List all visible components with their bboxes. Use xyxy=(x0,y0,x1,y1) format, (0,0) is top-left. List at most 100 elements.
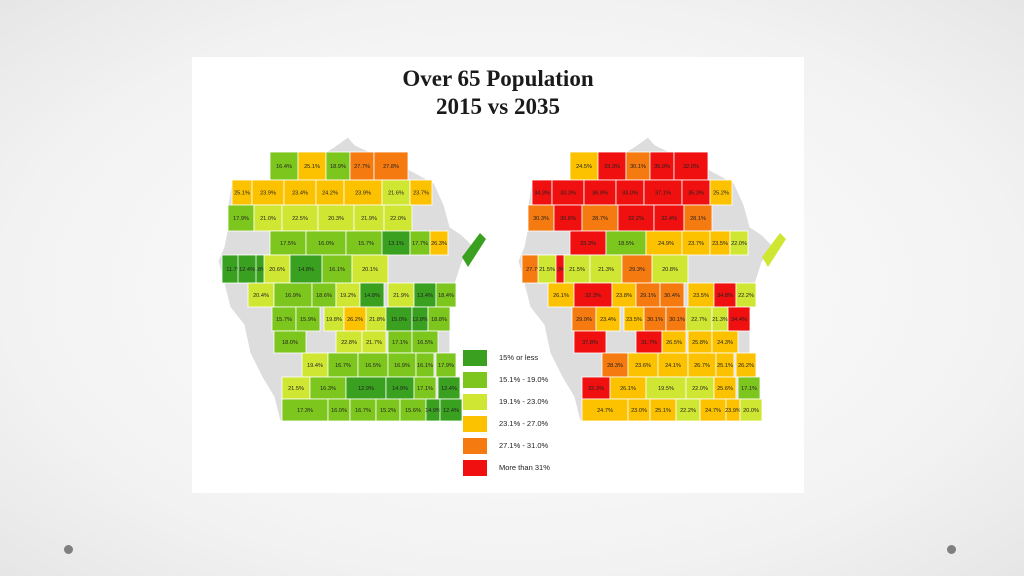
legend-swatch xyxy=(463,350,487,366)
map-2015-county-label: 24.2% xyxy=(322,191,338,197)
map-2035-county-label: 22.2% xyxy=(680,408,696,414)
map-2035-county-label: 24.9% xyxy=(658,241,674,247)
map-2015-county-label: 27.8% xyxy=(383,164,399,170)
map-2035-county-label: 33.3% xyxy=(580,241,596,247)
map-2015-county xyxy=(381,230,411,256)
map-2035-county xyxy=(649,151,675,181)
map-2015-county xyxy=(281,204,319,232)
map-2035-county-label: 25.2% xyxy=(713,191,729,197)
map-2035-county xyxy=(673,151,709,181)
map-2015-county-label: 16.1% xyxy=(329,267,345,273)
map-2035-county-label: 29.3% xyxy=(629,267,645,273)
map-2015-county xyxy=(237,254,257,284)
map-2015-county-label: 16.5% xyxy=(417,340,433,346)
map-2015-county-label: 18.4% xyxy=(438,293,454,299)
map-2035-county xyxy=(621,254,653,284)
map-2035-county-label: 33.3% xyxy=(604,164,620,170)
map-2015-county-label: 19.4% xyxy=(307,363,323,369)
map-2015-county-label: 16.7% xyxy=(355,408,371,414)
nav-dot-left[interactable] xyxy=(64,545,73,554)
legend-label: 15.1% - 19.0% xyxy=(499,375,549,384)
map-2015-county xyxy=(335,282,361,308)
map-2015-county-label: 25.1% xyxy=(304,164,320,170)
map-2015-county-label: 20.4% xyxy=(253,293,269,299)
map-2015-county-label: 23.7% xyxy=(413,191,429,197)
map-2015-county-label: 17.1% xyxy=(392,340,408,346)
map-2015-county-label: 16.3% xyxy=(320,386,336,392)
map-2015-county-label: 15.7% xyxy=(358,241,374,247)
map-2015-county-label: 14.9% xyxy=(425,408,441,414)
map-2035-county-label: 20.8% xyxy=(662,267,678,273)
map-2015-county-label: 20.6% xyxy=(269,267,285,273)
legend-label: 19.1% - 23.0% xyxy=(499,397,549,406)
map-2035-county xyxy=(625,151,651,181)
map-2015-county xyxy=(409,179,433,206)
map-2015-county xyxy=(429,230,449,256)
map-2035-county-label: 29.1% xyxy=(640,293,656,299)
legend-item: 23.1% - 27.0% xyxy=(463,416,573,434)
map-2035-county xyxy=(601,352,629,378)
map-2035-county-label: 24.1% xyxy=(665,363,681,369)
map-2035-county xyxy=(615,179,645,206)
map-2035-county-label: 22.0% xyxy=(692,386,708,392)
map-2035-county-label: 29.9% xyxy=(576,317,592,323)
map-2035-county-label: 24.5% xyxy=(576,164,592,170)
map-2035-county-label: 25.1% xyxy=(717,363,733,369)
map-2035-county xyxy=(729,230,749,256)
map-2015-county-label: 22.5% xyxy=(292,216,308,222)
map-2015-county-label: 14.8% xyxy=(298,267,314,273)
map-2035-county xyxy=(589,254,623,284)
map-2015-county-label: 15.6% xyxy=(405,408,421,414)
map-2035-county xyxy=(553,204,583,232)
nav-dot-right[interactable] xyxy=(947,545,956,554)
map-2015-county-label: 15.9% xyxy=(300,317,316,323)
map-2035-county-label: 21.3% xyxy=(712,317,728,323)
map-2035-county-label: 34.4% xyxy=(731,317,747,323)
map-2035-county-label: 32.4% xyxy=(661,216,677,222)
map-2015-county-label: 16.9% xyxy=(394,363,410,369)
map-2035-county-label: 23.5% xyxy=(712,241,728,247)
map-2035-county-label: 21.3% xyxy=(598,267,614,273)
map-2035-county-label: 23.7% xyxy=(688,241,704,247)
map-2035-county-label: 26.5% xyxy=(666,340,682,346)
map-2015-county-label: 21.0% xyxy=(260,216,276,222)
map-2035-county-label: 19.5% xyxy=(658,386,674,392)
legend-item: 15% or less xyxy=(463,350,573,368)
map-2035-peninsula xyxy=(762,233,786,267)
map-2015-county-label: 18.0% xyxy=(282,340,298,346)
map-2035-county-label: 36.9% xyxy=(592,191,608,197)
map-2015-county xyxy=(273,330,307,354)
map-2015-county-label: 13.1% xyxy=(388,241,404,247)
map-2015-county-label: 23.4% xyxy=(292,191,308,197)
map-2035-county xyxy=(569,230,607,256)
legend-label: 23.1% - 27.0% xyxy=(499,419,549,428)
map-2035-county-label: 26.2% xyxy=(738,363,754,369)
map-2015-county-label: 16.1% xyxy=(417,363,433,369)
map-2035-county-label: 30.3% xyxy=(533,216,549,222)
map-2015-county-label: 15.2% xyxy=(380,408,396,414)
map-2035-county-label: 30.1% xyxy=(669,317,685,323)
map-2015-county xyxy=(373,151,409,181)
legend-item: 15.1% - 19.0% xyxy=(463,372,573,390)
map-2015-county-label: 22.8% xyxy=(341,340,357,346)
map-2035-county-label: 23.9% xyxy=(725,408,741,414)
map-2015-county-label: 21.9% xyxy=(361,216,377,222)
map-2035-county-label: 30.1% xyxy=(647,317,663,323)
map-2015-county xyxy=(311,282,337,308)
map-2035-county xyxy=(581,204,619,232)
map-2035-county-label: 30.6% xyxy=(560,216,576,222)
map-2035-county-label: 28.7% xyxy=(592,216,608,222)
legend-swatch xyxy=(463,416,487,432)
map-2035-county-label: 22.2% xyxy=(738,293,754,299)
map-2035-county xyxy=(687,352,717,378)
map-2015-county xyxy=(283,179,317,206)
map-2035-county xyxy=(595,306,621,332)
map-2015-county-label: 17.1% xyxy=(417,386,433,392)
map-2015-county-label: 14.8% xyxy=(250,267,266,273)
map-2035-county xyxy=(527,204,555,232)
map-2035-county-label: 28.3% xyxy=(607,363,623,369)
map-2015-county-label: 19.8% xyxy=(326,317,342,323)
map-2035-county-label: 26.1% xyxy=(620,386,636,392)
map-2035-county-label: 24.3% xyxy=(717,340,733,346)
map-2015-peninsula xyxy=(462,233,486,267)
